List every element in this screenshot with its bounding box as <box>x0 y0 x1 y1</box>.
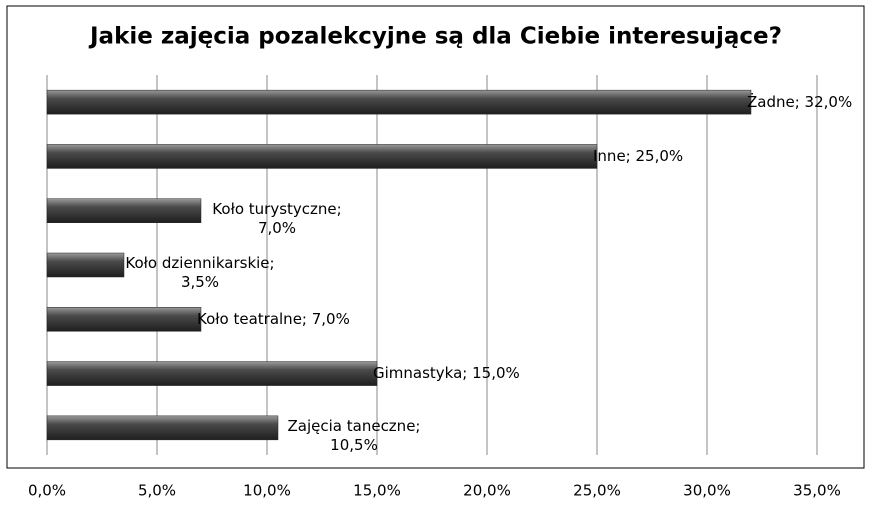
chart-title: Jakie zajęcia pozalekcyjne są dla Ciebie… <box>88 24 782 50</box>
bar <box>46 89 752 115</box>
bar <box>46 307 202 332</box>
x-tick-label: 15,0% <box>353 482 401 500</box>
data-label: Gimnastyka; 15,0% <box>373 364 520 383</box>
data-label: Koło teatralne; 7,0% <box>197 309 350 328</box>
x-tick-label: 35,0% <box>793 482 841 500</box>
bar <box>46 252 125 278</box>
x-tick-label: 0,0% <box>28 482 66 500</box>
data-label: Inne; 25,0% <box>593 146 684 165</box>
chart-border <box>6 5 865 469</box>
x-tick-label: 10,0% <box>243 482 291 500</box>
x-tick-label: 30,0% <box>683 482 731 500</box>
x-tick-label: 25,0% <box>573 482 621 500</box>
data-label: Koło turystyczne; 7,0% <box>212 199 342 237</box>
data-label: Zajęcia taneczne; 10,5% <box>287 416 421 454</box>
data-label: Żadne; 32,0% <box>747 92 853 111</box>
bar <box>46 361 378 386</box>
bar <box>46 415 279 441</box>
bar <box>46 144 598 169</box>
x-tick-label: 5,0% <box>138 482 176 500</box>
data-label: Koło dziennikarskie; 3,5% <box>125 254 275 291</box>
x-tick-label: 20,0% <box>463 482 511 500</box>
bar <box>46 198 202 223</box>
